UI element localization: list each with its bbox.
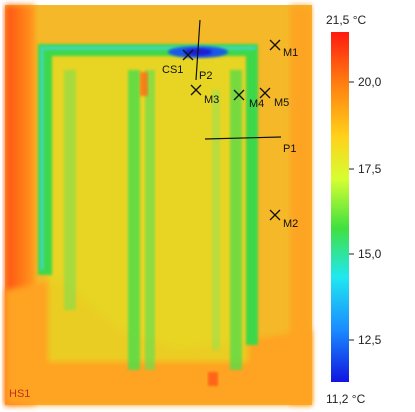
marker-m5: M5 (259, 87, 289, 109)
scale-min-label: 11,2 °C (326, 392, 366, 406)
marker-cs1-label: CS1 (162, 64, 183, 76)
marker-m3-label: M3 (204, 94, 219, 106)
profile-line-p1 (204, 136, 282, 140)
marker-m2-label: M2 (283, 218, 298, 230)
temperature-scale: 21,5 °C 20,0 17,5 15,0 12,5 11,2 °C (326, 13, 382, 406)
marker-m1: M1 (269, 39, 298, 59)
marker-m4: M4 (233, 89, 264, 110)
marker-m1-label: M1 (283, 47, 298, 59)
scale-max-label: 21,5 °C (326, 13, 366, 27)
profile-label-p1: P1 (283, 143, 296, 155)
scale-tick-12-5: 12,5 (358, 333, 382, 347)
marker-m2: M2 (269, 209, 298, 230)
scale-tick-17-5: 17,5 (358, 162, 382, 176)
marker-cs1: CS1 (162, 49, 194, 76)
profile-line-p2 (195, 19, 201, 81)
marker-m5-label: M5 (274, 97, 289, 109)
hotspot-label-hs1: HS1 (9, 388, 30, 400)
scale-gradient-bar (331, 32, 349, 382)
scale-tick-15: 15,0 (358, 247, 382, 261)
marker-m3: M3 (190, 84, 219, 106)
thermal-image (5, 5, 312, 405)
marker-m4-label: M4 (249, 98, 264, 110)
scale-tick-20: 20,0 (358, 75, 382, 89)
profile-label-p2: P2 (199, 70, 212, 82)
